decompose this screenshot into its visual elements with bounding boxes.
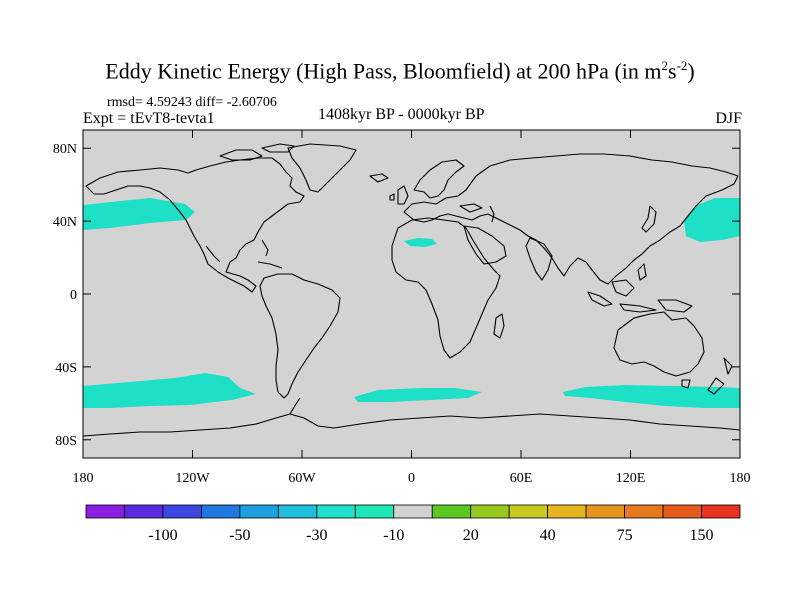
colorbar-swatch bbox=[431, 504, 472, 519]
colorbar-swatch bbox=[124, 504, 164, 519]
coast-south-america bbox=[259, 273, 341, 399]
coast-iceland bbox=[369, 173, 389, 183]
lat-label: 80S bbox=[55, 434, 77, 449]
coast-florida bbox=[261, 239, 269, 257]
colorbar-swatch bbox=[162, 504, 202, 519]
coast-new-guinea bbox=[657, 299, 693, 313]
lon-label: 180 bbox=[730, 471, 751, 486]
colorbar-label: -30 bbox=[306, 527, 327, 544]
coast-gulf-of-california bbox=[205, 245, 221, 263]
anomaly-north-pacific-west bbox=[83, 198, 195, 230]
anomaly-indian-ocean bbox=[563, 385, 740, 408]
lon-label: 120E bbox=[616, 471, 646, 486]
colorbar-swatch bbox=[585, 504, 625, 519]
colorbar-swatch bbox=[277, 504, 318, 519]
colorbar-swatch bbox=[354, 504, 395, 519]
plot-title: Eddy Kinetic Energy (High Pass, Bloomfie… bbox=[105, 58, 695, 84]
coast-eurasia bbox=[403, 153, 739, 285]
stats-text: rmsd= 4.59243 diff= -2.60706 bbox=[107, 95, 277, 110]
coast-arctic-islands bbox=[219, 143, 295, 161]
colorbar-swatch bbox=[662, 504, 702, 519]
anomaly-north-africa bbox=[404, 238, 437, 247]
colorbar-swatch bbox=[470, 504, 510, 519]
coast-caspian-sea bbox=[489, 205, 495, 223]
colorbar-swatch bbox=[508, 504, 549, 519]
colorbar-label: 150 bbox=[690, 527, 714, 544]
lon-label: 60E bbox=[510, 471, 533, 486]
anomaly-patches bbox=[83, 198, 740, 408]
season-label: DJF bbox=[715, 110, 742, 127]
coast-uk bbox=[389, 185, 409, 205]
anomaly-south-atlantic bbox=[354, 388, 482, 402]
anomaly-north-pacific-east bbox=[684, 198, 740, 242]
lon-label: 180 bbox=[73, 471, 94, 486]
colorbar-swatch bbox=[316, 504, 356, 519]
anomaly-south-pacific bbox=[83, 373, 256, 408]
colorbar-swatch bbox=[201, 504, 241, 519]
colorbar-swatch bbox=[85, 504, 125, 519]
latitude-labels: 80N 40N 0 40S 80S bbox=[53, 142, 77, 449]
coastlines bbox=[82, 143, 741, 437]
colorbar-swatch bbox=[239, 504, 279, 519]
lon-label: 120W bbox=[175, 471, 210, 486]
colorbar-swatch bbox=[547, 504, 587, 519]
coast-australia bbox=[613, 311, 705, 377]
period-label: 1408kyr BP - 0000kyr BP bbox=[318, 106, 485, 123]
longitude-labels: 180 120W 60W 0 60E 120E 180 bbox=[73, 471, 751, 486]
colorbar-swatch bbox=[701, 504, 741, 519]
coast-north-america bbox=[85, 157, 305, 293]
map-background bbox=[83, 130, 740, 458]
lat-label: 0 bbox=[70, 288, 77, 303]
coast-africa bbox=[391, 217, 501, 359]
colorbar-label: 20 bbox=[463, 527, 479, 544]
experiment-label: Expt = tEvT8-tevta1 bbox=[83, 110, 215, 127]
coast-black-sea bbox=[459, 203, 483, 213]
colorbar-swatch bbox=[393, 504, 433, 519]
coast-india bbox=[525, 237, 553, 281]
colorbar-swatch bbox=[624, 504, 664, 519]
lon-label: 0 bbox=[408, 471, 415, 486]
colorbar-label: -10 bbox=[383, 527, 404, 544]
coast-antarctica bbox=[82, 413, 741, 437]
colorbar-label: 75 bbox=[617, 527, 633, 544]
colorbar bbox=[85, 504, 741, 519]
lat-label: 40N bbox=[53, 215, 77, 230]
coast-japan bbox=[641, 205, 657, 233]
lon-label: 60W bbox=[288, 471, 316, 486]
colorbar-label: -100 bbox=[148, 527, 177, 544]
coast-antarctic-peninsula bbox=[289, 397, 301, 415]
coast-madagascar bbox=[493, 313, 505, 339]
colorbar-labels: -100 -50 -30 -10 20 40 75 150 bbox=[148, 527, 713, 544]
coast-scandinavia bbox=[413, 159, 465, 199]
coast-greenland bbox=[287, 143, 357, 193]
coast-new-zealand bbox=[707, 357, 733, 395]
colorbar-label: 40 bbox=[540, 527, 556, 544]
colorbar-label: -50 bbox=[229, 527, 250, 544]
coast-se-asia-islands bbox=[587, 263, 657, 313]
lat-label: 80N bbox=[53, 142, 77, 157]
axis-ticks bbox=[82, 130, 741, 458]
coast-arabia bbox=[463, 225, 507, 265]
coast-tasmania bbox=[681, 379, 691, 389]
lat-label: 40S bbox=[55, 361, 77, 376]
coast-caribbean bbox=[257, 261, 283, 269]
